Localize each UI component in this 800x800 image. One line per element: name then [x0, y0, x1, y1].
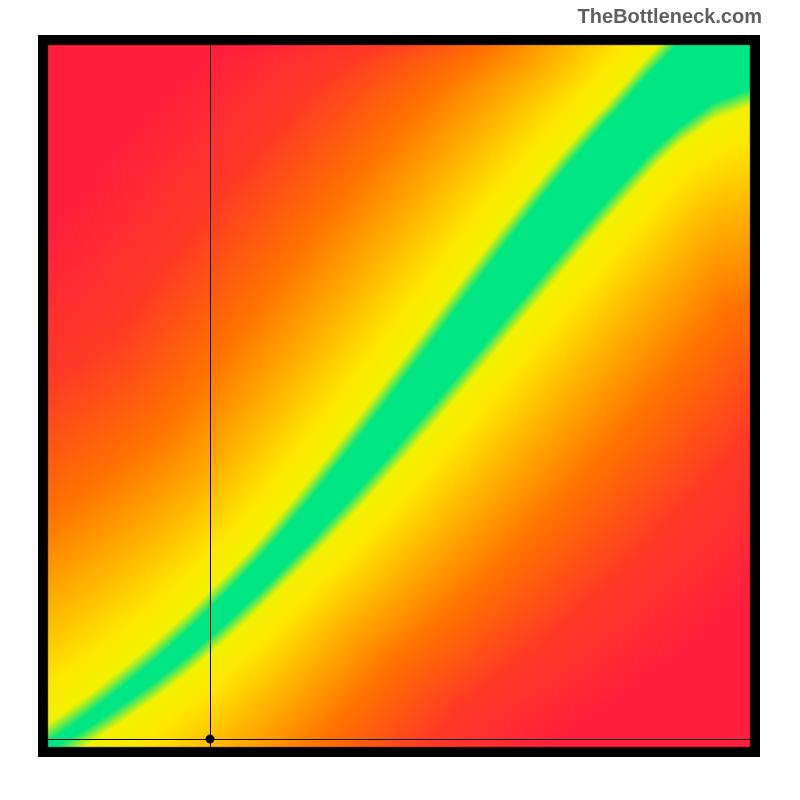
- attribution-text: TheBottleneck.com: [578, 6, 762, 29]
- chart-frame: [38, 35, 760, 757]
- crosshair-vertical: [210, 45, 211, 747]
- heatmap-canvas: [38, 35, 760, 757]
- crosshair-horizontal: [48, 739, 750, 740]
- chart-container: TheBottleneck.com: [0, 0, 800, 800]
- marker-dot: [205, 734, 214, 743]
